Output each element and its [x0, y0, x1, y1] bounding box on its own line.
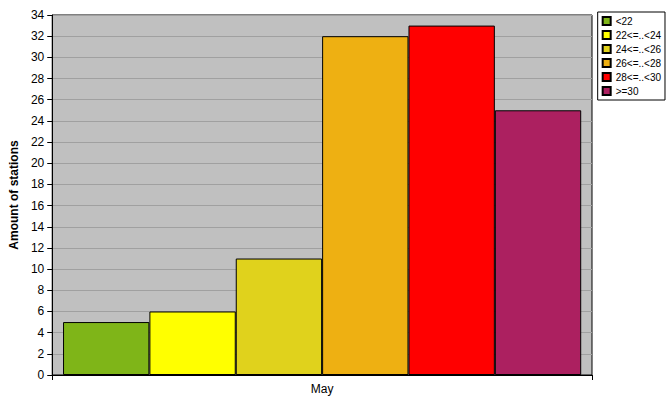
svg-text:28: 28	[31, 72, 45, 86]
svg-text:14: 14	[31, 220, 45, 234]
svg-text:26<=..<28: 26<=..<28	[616, 58, 662, 69]
svg-text:0: 0	[38, 368, 45, 382]
svg-text:10: 10	[31, 262, 45, 276]
svg-text:Amount of stations: Amount of stations	[7, 140, 21, 250]
svg-text:20: 20	[31, 156, 45, 170]
svg-text:>=30: >=30	[616, 86, 639, 97]
svg-text:18: 18	[31, 177, 45, 191]
svg-text:<22: <22	[616, 16, 633, 27]
svg-text:6: 6	[38, 304, 45, 318]
svg-text:30: 30	[31, 50, 45, 64]
svg-text:28<=..<30: 28<=..<30	[616, 72, 662, 83]
svg-text:26: 26	[31, 93, 45, 107]
svg-text:24<=..<26: 24<=..<26	[616, 44, 662, 55]
svg-text:32: 32	[31, 29, 45, 43]
svg-text:34: 34	[31, 8, 45, 22]
svg-text:8: 8	[38, 283, 45, 297]
svg-text:24: 24	[31, 114, 45, 128]
svg-text:2: 2	[38, 347, 45, 361]
svg-text:12: 12	[31, 241, 45, 255]
svg-text:May: May	[311, 382, 334, 396]
svg-text:22: 22	[31, 135, 45, 149]
svg-text:16: 16	[31, 199, 45, 213]
svg-text:4: 4	[38, 326, 45, 340]
svg-text:22<=..<24: 22<=..<24	[616, 30, 662, 41]
